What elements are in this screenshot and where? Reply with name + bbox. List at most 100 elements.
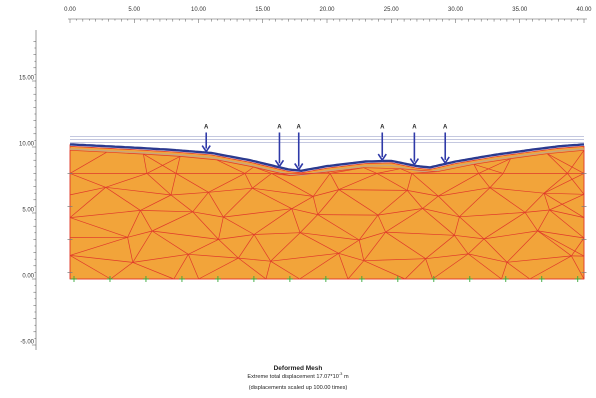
- mesh-edge: [377, 214, 386, 233]
- x-tick-label: 0.00: [64, 7, 76, 13]
- mesh-edge: [377, 190, 408, 216]
- mesh-edge: [537, 230, 585, 257]
- mesh-edge: [69, 236, 128, 256]
- mesh-edge: [358, 214, 379, 241]
- mesh-edge: [140, 210, 153, 232]
- mesh-edge: [459, 216, 485, 240]
- load-label: A: [443, 124, 448, 130]
- mesh-edge: [291, 208, 301, 233]
- mesh-edge: [270, 260, 300, 280]
- mesh-edge: [571, 255, 585, 280]
- mesh-edge: [411, 171, 438, 174]
- mesh-edge: [105, 187, 141, 211]
- mesh-edge: [223, 208, 292, 218]
- mesh-edge: [454, 234, 485, 240]
- mesh-edge: [425, 235, 455, 259]
- mesh-edge: [218, 217, 224, 240]
- mesh-edge: [299, 253, 339, 280]
- mesh-edge: [432, 253, 469, 280]
- mesh-edge: [358, 239, 365, 261]
- mesh-edge: [385, 231, 426, 259]
- mesh-edge: [422, 208, 460, 218]
- mesh-edge: [537, 209, 550, 232]
- mesh-edge: [299, 232, 339, 254]
- plot-title: Deformed Mesh: [273, 365, 323, 372]
- mesh-edge: [291, 208, 318, 215]
- mesh-edge: [69, 255, 133, 263]
- x-tick-label: 35.00: [512, 7, 528, 13]
- mesh-edge: [411, 173, 439, 197]
- mesh-edge: [170, 191, 209, 196]
- mesh-edge: [385, 208, 423, 233]
- mesh-edge: [143, 153, 181, 157]
- mesh-edge: [69, 217, 128, 238]
- deformed-surface-line: [69, 143, 585, 173]
- mesh-edge: [187, 254, 200, 280]
- y-tick-label: 5.00: [22, 208, 34, 214]
- mesh-edge: [400, 168, 412, 174]
- mesh-edge: [69, 210, 141, 218]
- mesh-edge: [338, 173, 378, 190]
- mesh-edge: [180, 156, 217, 161]
- mesh-edge: [317, 214, 360, 241]
- load-arrow: [201, 132, 211, 153]
- mesh-edge: [524, 212, 538, 232]
- mesh-edge: [132, 253, 189, 263]
- load-arrow: [274, 132, 285, 168]
- mesh-edge: [252, 187, 314, 197]
- mesh-edge: [483, 238, 508, 263]
- mesh-edge: [543, 192, 585, 195]
- mesh-edge: [271, 173, 314, 197]
- mesh-edge: [244, 166, 254, 174]
- fixity-marker: [574, 276, 581, 282]
- mesh-edge: [127, 237, 134, 263]
- mesh-edge: [69, 173, 106, 188]
- soil-body: [69, 144, 585, 280]
- x-tick-label: 25.00: [384, 7, 400, 13]
- scale-note: (displacements scaled up 100.00 times): [248, 385, 348, 391]
- mesh-edge: [132, 230, 153, 263]
- mesh-edge: [425, 253, 469, 260]
- mesh-edge: [467, 253, 502, 280]
- fixity-marker: [142, 276, 149, 282]
- fixity-marker: [286, 276, 293, 282]
- mesh-edge: [218, 234, 255, 240]
- fixity-marker: [214, 276, 221, 282]
- mesh-edge: [110, 262, 134, 280]
- mesh-edge: [537, 230, 585, 239]
- y-tick-label: -5.00: [20, 340, 34, 346]
- mesh-edge: [312, 196, 319, 215]
- fixity-marker: [106, 276, 113, 282]
- fixity-marker: [466, 276, 473, 282]
- displacement-unit: m: [343, 374, 349, 380]
- mesh-edge: [69, 151, 107, 174]
- mesh-edge: [363, 167, 401, 170]
- x-tick-label: 30.00: [448, 7, 464, 13]
- mesh-edge: [473, 164, 479, 174]
- mesh-edge: [132, 262, 174, 280]
- fixity-marker: [502, 276, 509, 282]
- mesh-edge: [127, 210, 141, 238]
- mesh-edge: [170, 194, 193, 213]
- mesh-edge: [543, 193, 550, 211]
- mesh-edge: [363, 231, 386, 261]
- mesh-edge: [175, 173, 209, 193]
- mesh-edge: [454, 235, 469, 255]
- mesh-edge: [567, 150, 585, 174]
- mesh-edge: [270, 232, 301, 262]
- mesh-edge: [473, 158, 511, 165]
- x-tick-label: 15.00: [255, 7, 271, 13]
- fixity-marker: [538, 276, 545, 282]
- mesh-edge: [547, 153, 568, 174]
- mesh-edge: [510, 153, 548, 159]
- mesh-edge: [478, 173, 491, 188]
- mesh-edge: [502, 158, 511, 174]
- mesh-edge: [216, 159, 254, 168]
- mesh-edge: [291, 196, 314, 210]
- mesh-edge: [437, 163, 474, 173]
- mesh-edge: [143, 153, 177, 174]
- mesh-edge: [253, 208, 292, 235]
- load-label: A: [277, 124, 282, 130]
- load-label: A: [380, 124, 385, 130]
